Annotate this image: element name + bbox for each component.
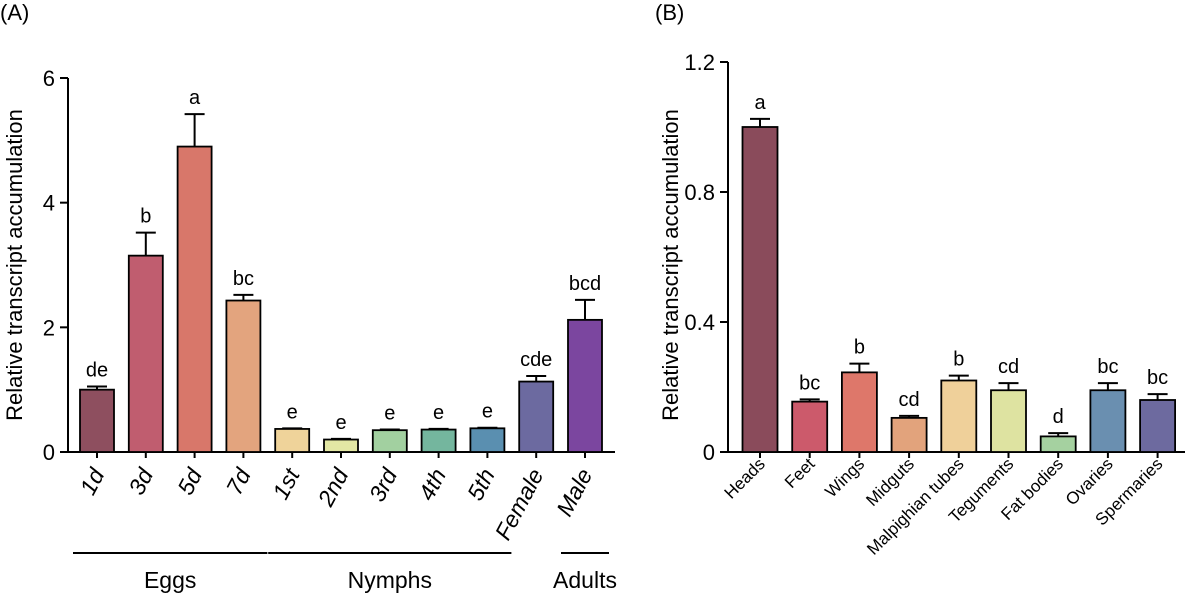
panel-a-group-label: Adults	[553, 567, 617, 593]
panel-a-bar	[469, 427, 506, 453]
panel-a-y-tick-label: 0	[43, 440, 55, 465]
panel-a-significance-label: bc	[233, 268, 254, 290]
panel-a-x-tick-label: 4th	[413, 464, 451, 504]
panel-a-bar	[371, 429, 408, 453]
panel-b-significance-label: b	[953, 349, 964, 371]
panel-b-bar	[940, 379, 978, 453]
panel-a-group-label: Nymphs	[348, 567, 432, 593]
panel-a-bar	[79, 388, 115, 453]
panel-a-y-tick-label: 2	[43, 315, 55, 340]
panel-a-bar	[176, 145, 213, 453]
panel-b-significance-label: cd	[899, 389, 920, 411]
panel-a-significance-label: cde	[520, 349, 552, 371]
panel-b-bar	[1089, 389, 1127, 453]
panel-b-significance-label: a	[754, 92, 766, 114]
panel-b-y-tick-label: 0.4	[684, 310, 715, 335]
panel-a-bar	[323, 438, 359, 453]
panel-a-bar	[225, 299, 262, 453]
panel-a-bar	[567, 318, 603, 453]
panel-a-y-tick-label: 6	[43, 66, 55, 91]
panel-b-y-axis-title: Relative transcript accumulation	[658, 109, 683, 421]
panel-b-chart: (B) Relative transcript accumulation 0 0.…	[655, 0, 1185, 559]
panel-b-significance-label: bc	[1147, 367, 1168, 389]
panel-b-x-tick-label: Heads	[721, 454, 769, 502]
panel-b-significance-label: d	[1053, 406, 1064, 428]
panel-a-bar	[518, 380, 555, 453]
panel-b-y-tick-label: 0.8	[684, 180, 715, 205]
panel-b-bar	[1039, 435, 1077, 453]
panel-a-significance-label: b	[140, 206, 151, 228]
panel-a-significance-label: e	[335, 412, 346, 434]
panel-a-x-tick-label: 1st	[267, 463, 305, 504]
panel-b-label: (B)	[655, 0, 684, 25]
panel-b-significance-label: bc	[799, 372, 820, 394]
panel-a-label: (A)	[0, 0, 29, 25]
panel-a-x-tick-label: Male	[551, 464, 597, 520]
panel-b-x-tick-label: Wings	[821, 454, 868, 501]
panel-a-x-tick-label: 2nd	[312, 463, 354, 511]
panel-b-bar	[741, 126, 779, 453]
panel-a-x-tick-label: 3d	[123, 463, 159, 499]
panel-b-significance-label: cd	[998, 356, 1019, 378]
panel-b-y-tick-label: 0	[703, 440, 715, 465]
panel-a-chart: (A) Relative transcript accumulation 0 2 4…	[0, 0, 617, 593]
panel-b-significance-label: bc	[1097, 356, 1118, 378]
panel-a-y-tick-label: 4	[43, 191, 55, 216]
panel-a-group-label: Eggs	[144, 567, 196, 593]
panel-b-significance-label: b	[854, 337, 865, 359]
panel-a-x-tick-label: 5d	[172, 463, 208, 499]
panel-a-significance-label: e	[433, 402, 444, 424]
panel-a-bar	[420, 428, 457, 453]
panel-a-significance-label: a	[189, 87, 201, 109]
panel-a-y-axis-title: Relative transcript accumulation	[2, 109, 27, 421]
panel-a-significance-label: e	[384, 403, 395, 425]
panel-b-bar	[990, 389, 1027, 453]
panel-a-x-tick-label: 7d	[221, 463, 257, 499]
panel-b-bar	[890, 416, 928, 453]
panel-b-bar	[841, 371, 878, 453]
panel-a-x-tick-label: 1d	[74, 463, 110, 499]
panel-b-bar	[791, 400, 829, 453]
panel-a-significance-label: bcd	[569, 273, 601, 295]
panel-b-x-tick-label: Feet	[781, 454, 819, 492]
panel-a-significance-label: e	[287, 401, 298, 423]
panel-b-y-tick-label: 1.2	[684, 50, 715, 75]
panel-a-significance-label: de	[86, 360, 108, 382]
panel-a-x-tick-label: 3rd	[364, 463, 403, 506]
panel-a-bar	[274, 428, 311, 453]
panel-b-bar	[1139, 399, 1176, 453]
panel-a-bar	[127, 254, 164, 453]
panel-a-significance-label: e	[482, 401, 493, 423]
panel-a-x-tick-label: 5th	[462, 464, 500, 504]
